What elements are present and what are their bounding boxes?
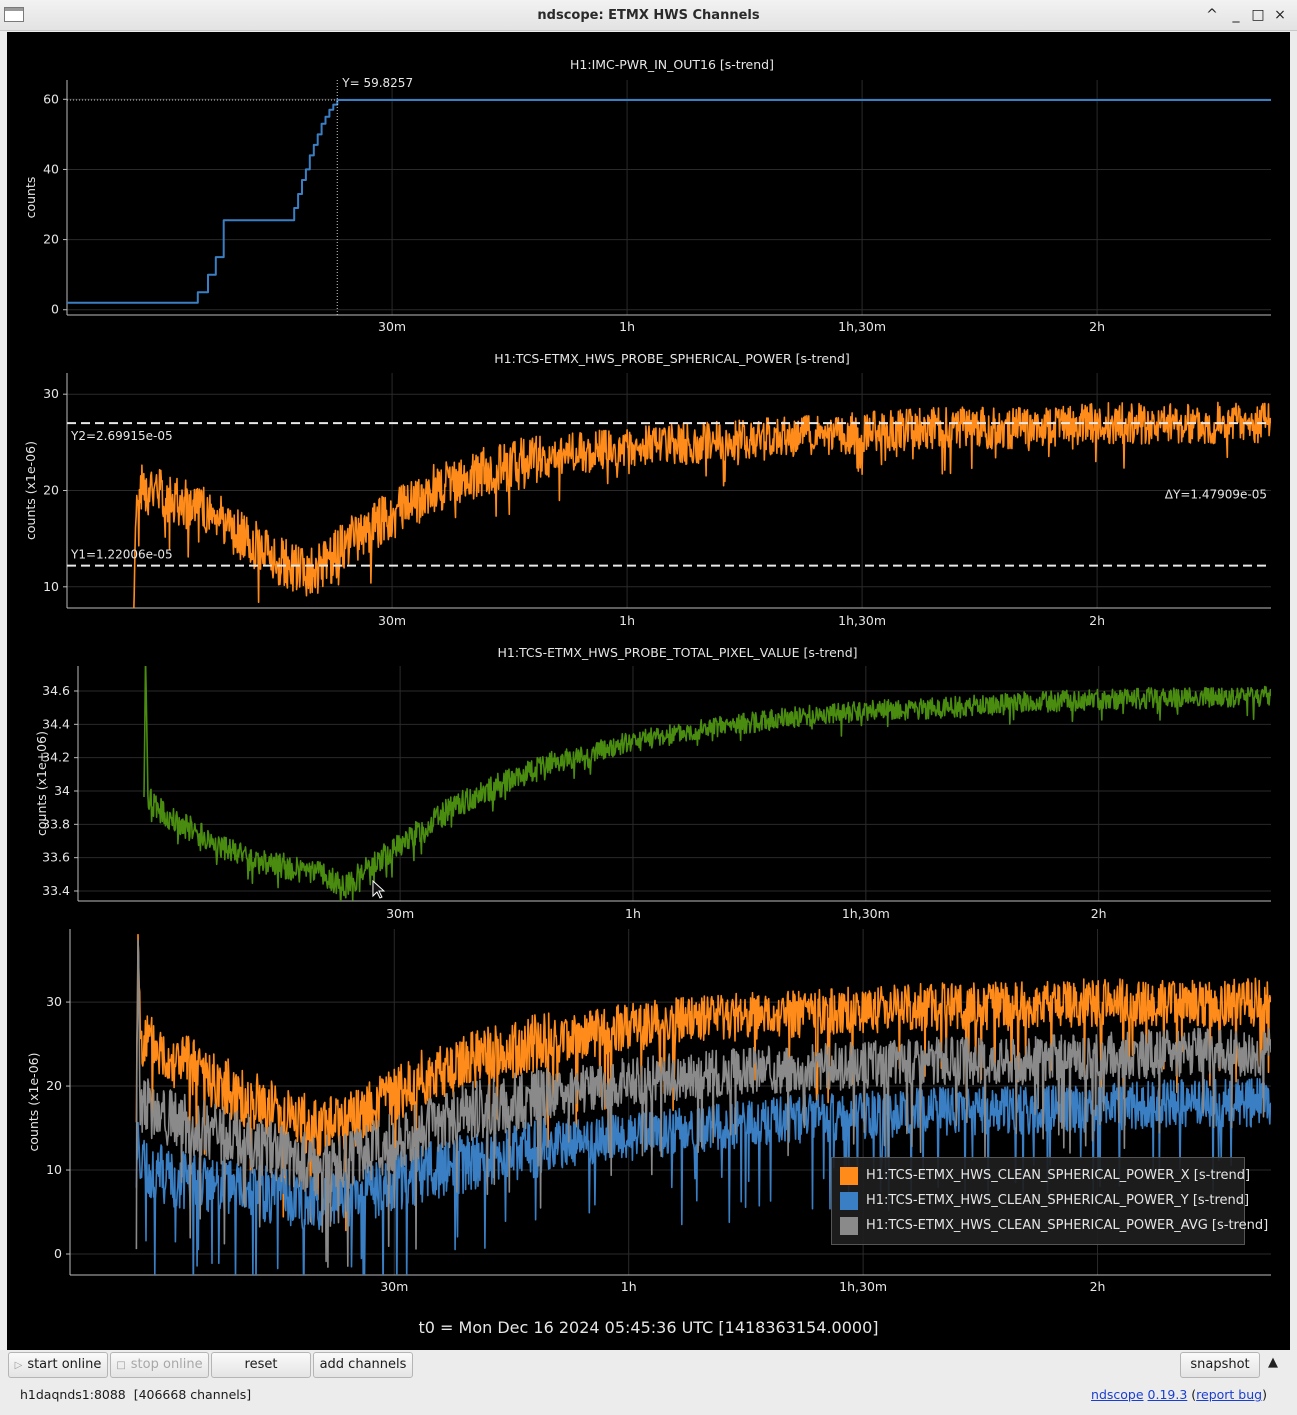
title-bar: ndscope: ETMX HWS Channels ^ _ □ ×: [0, 0, 1297, 31]
plot-panel-3: 30m 1h 1h,30m 2h 0 10 20 30 counts (x1e-06): [26, 929, 1271, 1294]
plots-canvas[interactable]: 30m 1h 1h,30m 2h 0 20 40 60 H1:IMC-PWR_IN_OUT16 …: [7, 32, 1290, 1350]
plot-title: H1:IMC-PWR_IN_OUT16 [s-trend]: [570, 57, 774, 72]
y-tick-label: 34.2: [42, 750, 70, 765]
x-tick-label: 1h,30m: [839, 1279, 887, 1294]
y-tick-label: 34: [54, 783, 70, 798]
start-online-label: start online: [27, 1357, 102, 1372]
legend-swatch-gray: [840, 1217, 858, 1235]
y-tick-label: 30: [43, 386, 59, 401]
start-online-button[interactable]: ▷ start online: [8, 1352, 108, 1378]
cursor-y1-label: Y1=1.22006e-05: [70, 548, 173, 562]
plot-panel-2: 30m 1h 1h,30m 2h 33.4 33.6 33.8 34 34.2 34.4 34.6 H…: [34, 645, 1271, 921]
stop-icon: □: [116, 1360, 126, 1371]
x-tick-label: 30m: [378, 319, 406, 334]
y-tick-label: 20: [43, 232, 59, 247]
window-keep-above-button[interactable]: ^: [1206, 7, 1218, 23]
y-tick-label: 40: [43, 161, 59, 176]
x-tick-label: 1h: [621, 1279, 637, 1294]
stop-online-label: stop online: [130, 1357, 203, 1372]
legend-swatch-orange: [840, 1167, 858, 1185]
x-tick-label: 30m: [378, 613, 406, 628]
y-tick-label: 0: [54, 1246, 62, 1261]
snapshot-button[interactable]: snapshot: [1180, 1352, 1260, 1378]
y-axis-label: counts: [23, 177, 38, 219]
legend-label-x: H1:TCS-ETMX_HWS_CLEAN_SPHERICAL_POWER_X …: [866, 1168, 1251, 1183]
plot-panel-1: 30m 1h 1h,30m 2h 10 20 30 H1:TCS-ETMX_HWS_PROBE…: [23, 351, 1271, 628]
server-status: h1daqnds1:8088 [406668 channels]: [20, 1387, 252, 1402]
y-tick-label: 34.4: [42, 716, 70, 731]
x-tick-label: 30m: [386, 906, 414, 921]
legend-swatch-blue: [840, 1192, 858, 1210]
y-tick-label: 33.8: [42, 816, 70, 831]
y-tick-label: 33.4: [42, 883, 70, 898]
plot-title: H1:TCS-ETMX_HWS_PROBE_TOTAL_PIXEL_VALUE …: [497, 645, 857, 660]
y-tick-label: 20: [46, 1078, 62, 1093]
plot-panel-0: 30m 1h 1h,30m 2h 0 20 40 60 H1:IMC-PWR_IN_OUT16 …: [23, 57, 1271, 334]
plot-area[interactable]: 30m 1h 1h,30m 2h 0 20 40 60 H1:IMC-PWR_IN_OUT16 …: [7, 32, 1290, 1350]
plot-legend: H1:TCS-ETMX_HWS_CLEAN_SPHERICAL_POWER_X …: [831, 1157, 1268, 1245]
series-line-0: [133, 401, 1271, 608]
x-tick-label: 2h: [1089, 613, 1105, 628]
reset-button[interactable]: reset: [211, 1352, 311, 1378]
ndscope-link[interactable]: ndscope: [1091, 1387, 1144, 1402]
version-info: ndscope 0.19.3 (report bug): [1091, 1387, 1267, 1402]
legend-label-avg: H1:TCS-ETMX_HWS_CLEAN_SPHERICAL_POWER_AV…: [866, 1218, 1269, 1233]
series-line-2: [135, 939, 1271, 1268]
y-tick-label: 34.6: [42, 683, 70, 698]
mouse-pointer-icon: [372, 879, 386, 899]
plot-data: [143, 666, 1271, 901]
cursor-label: Y= 59.8257: [341, 76, 413, 90]
plot-data: [135, 933, 1271, 1275]
x-tick-label: 1h: [619, 319, 635, 334]
x-tick-label: 2h: [1089, 319, 1105, 334]
y-tick-label: 10: [46, 1162, 62, 1177]
cursor-delta-label: ΔY=1.47909e-05: [1165, 487, 1267, 501]
add-channels-button[interactable]: add channels: [313, 1352, 413, 1378]
x-tick-label: 30m: [380, 1279, 408, 1294]
x-tick-label: 1h,30m: [842, 906, 890, 921]
y-tick-label: 33.6: [42, 850, 70, 865]
version-link[interactable]: 0.19.3: [1147, 1387, 1188, 1402]
plot-data: [133, 401, 1271, 608]
series-line-0: [135, 933, 1271, 1232]
window-title: ndscope: ETMX HWS Channels: [537, 8, 760, 23]
x-tick-label: 1h,30m: [838, 613, 886, 628]
x-tick-label: 1h: [619, 613, 635, 628]
stop-online-button[interactable]: □ stop online: [110, 1352, 209, 1378]
y-tick-label: 20: [43, 483, 59, 498]
collapse-arrow-icon[interactable]: ▲: [1268, 1355, 1278, 1370]
play-icon: ▷: [14, 1360, 23, 1371]
t0-label: t0 = Mon Dec 16 2024 05:45:36 UTC [14183…: [418, 1318, 879, 1337]
series-line-0: [143, 666, 1271, 901]
series-line-0: [67, 99, 1271, 304]
y-axis-label: counts (x1e+06): [34, 731, 49, 836]
y-axis-label: counts (x1e-06): [26, 1053, 41, 1152]
app-window-icon[interactable]: [4, 7, 24, 22]
window-close-button[interactable]: ×: [1274, 7, 1286, 23]
series-line-1: [135, 1077, 1271, 1275]
x-tick-label: 2h: [1091, 906, 1107, 921]
y-tick-label: 10: [43, 579, 59, 594]
x-tick-label: 1h: [625, 906, 641, 921]
window-maximize-button[interactable]: □: [1251, 7, 1265, 23]
y-tick-label: 30: [46, 994, 62, 1009]
report-bug-link[interactable]: report bug: [1196, 1387, 1263, 1402]
x-tick-label: 1h,30m: [838, 319, 886, 334]
plot-title: H1:TCS-ETMX_HWS_PROBE_SPHERICAL_POWER [s…: [494, 351, 850, 366]
legend-label-y: H1:TCS-ETMX_HWS_CLEAN_SPHERICAL_POWER_Y …: [866, 1193, 1250, 1208]
y-axis-label: counts (x1e-06): [23, 441, 38, 540]
y-tick-label: 60: [43, 91, 59, 106]
plot-data: [67, 99, 1271, 304]
window-minimize-button[interactable]: _: [1232, 7, 1240, 23]
cursor-y2-label: Y2=2.69915e-05: [70, 429, 173, 443]
x-tick-label: 2h: [1090, 1279, 1106, 1294]
y-tick-label: 0: [51, 302, 59, 317]
